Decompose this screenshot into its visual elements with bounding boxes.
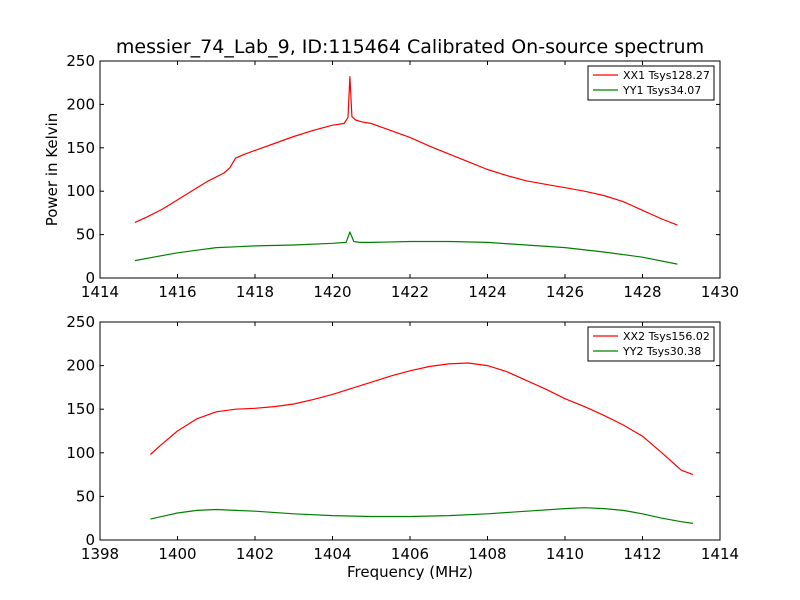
x-tick-label: 1426	[546, 283, 584, 301]
legend: XX2 Tsys156.02 YY2 Tsys30.38	[587, 326, 715, 362]
x-tick-label: 1422	[391, 283, 429, 301]
x-tick-label: 1408	[468, 545, 506, 563]
top-panel: 1414 1416 1418 1420 1422 1424 1426 1428 1430 0 50 1…	[43, 52, 739, 301]
legend: XX1 Tsys128.27 YY1 Tsys34.07	[587, 65, 715, 101]
legend-label: YY2 Tsys30.38	[622, 345, 701, 358]
bottom-panel: 1398 1400 1402 1404 1406 1408 1410 1412 1414 0 50 1…	[66, 313, 739, 581]
y-tick-label: 100	[66, 444, 95, 462]
y-tick-label: 150	[66, 400, 95, 418]
x-tick-label: 1416	[158, 283, 196, 301]
legend-label: XX1 Tsys128.27	[623, 69, 710, 82]
y-tick-label: 0	[85, 269, 95, 287]
x-tick-label: 1402	[236, 545, 274, 563]
x-tick-label: 1418	[236, 283, 274, 301]
x-tick-label: 1414	[701, 545, 739, 563]
figure-title: messier_74_Lab_9, ID:115464 Calibrated O…	[116, 36, 704, 58]
series-line-xx2	[149, 362, 694, 476]
x-tick-label: 1412	[623, 545, 661, 563]
y-tick-label: 50	[76, 487, 95, 505]
x-tick-label: 1414	[81, 283, 119, 301]
legend-label: YY1 Tsys34.07	[622, 84, 701, 97]
x-tick-label: 1404	[313, 545, 351, 563]
y-tick-label: 100	[66, 182, 95, 200]
y-tick-label: 50	[76, 226, 95, 244]
x-tick-label: 1428	[623, 283, 661, 301]
legend-box	[587, 326, 715, 362]
x-tick-label: 1430	[701, 283, 739, 301]
x-tick-label: 1406	[391, 545, 429, 563]
y-tick-label: 0	[85, 531, 95, 549]
x-tick-label: 1410	[546, 545, 584, 563]
series-line-yy2	[150, 507, 693, 524]
x-tick-label: 1420	[313, 283, 351, 301]
y-tick-label: 200	[66, 357, 95, 375]
y-axis-label: Power in Kelvin	[43, 113, 61, 227]
y-tick-label: 250	[66, 52, 95, 70]
y-tick-label: 200	[66, 95, 95, 113]
legend-box	[587, 65, 715, 101]
x-tick-label: 1424	[468, 283, 506, 301]
x-tick-label: 1398	[81, 545, 119, 563]
x-axis-label: Frequency (MHz)	[347, 563, 473, 581]
y-tick-label: 250	[66, 313, 95, 331]
legend-label: XX2 Tsys156.02	[623, 330, 710, 343]
series-line-xx1	[134, 76, 678, 226]
series-line-yy1	[134, 231, 678, 265]
x-tick-label: 1400	[158, 545, 196, 563]
y-tick-label: 150	[66, 139, 95, 157]
